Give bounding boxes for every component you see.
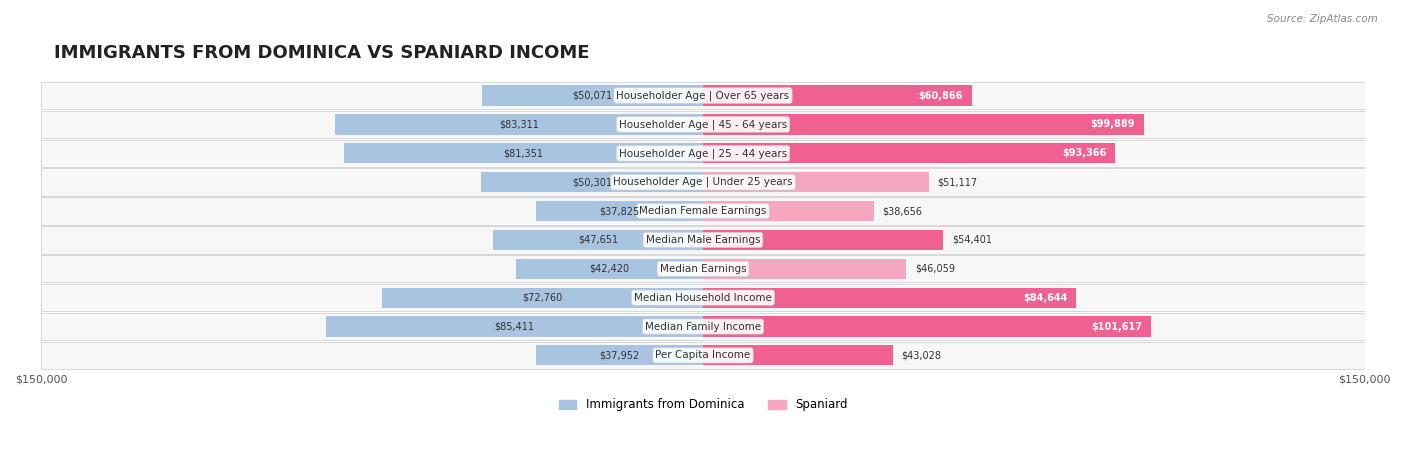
Text: $51,117: $51,117 xyxy=(938,177,977,187)
Bar xyxy=(344,143,703,163)
Bar xyxy=(41,169,1365,196)
Text: $101,617: $101,617 xyxy=(1091,321,1143,332)
Bar xyxy=(41,313,1365,340)
Bar xyxy=(703,143,1115,163)
Bar xyxy=(41,111,1365,138)
Bar xyxy=(703,259,907,279)
Bar xyxy=(41,82,1365,109)
Bar xyxy=(703,230,943,250)
Text: $37,952: $37,952 xyxy=(599,350,640,361)
Text: $81,351: $81,351 xyxy=(503,149,544,158)
Bar xyxy=(41,342,1365,369)
Bar xyxy=(703,85,972,106)
Text: $99,889: $99,889 xyxy=(1091,120,1135,129)
Bar xyxy=(703,201,873,221)
Bar xyxy=(703,172,928,192)
Bar xyxy=(41,140,1365,167)
Bar xyxy=(336,114,703,134)
Text: $93,366: $93,366 xyxy=(1062,149,1107,158)
Bar xyxy=(41,198,1365,225)
Bar xyxy=(703,345,893,366)
Text: $83,311: $83,311 xyxy=(499,120,538,129)
Text: $50,071: $50,071 xyxy=(572,91,613,100)
Text: Householder Age | 45 - 64 years: Householder Age | 45 - 64 years xyxy=(619,119,787,130)
Text: Householder Age | Under 25 years: Householder Age | Under 25 years xyxy=(613,177,793,187)
Bar xyxy=(536,201,703,221)
Bar xyxy=(41,284,1365,311)
Legend: Immigrants from Dominica, Spaniard: Immigrants from Dominica, Spaniard xyxy=(554,393,852,416)
Text: $42,420: $42,420 xyxy=(589,264,630,274)
Text: $54,401: $54,401 xyxy=(952,235,991,245)
Text: Median Household Income: Median Household Income xyxy=(634,293,772,303)
Text: $46,059: $46,059 xyxy=(915,264,955,274)
Text: Per Capita Income: Per Capita Income xyxy=(655,350,751,361)
Text: $43,028: $43,028 xyxy=(901,350,942,361)
Text: Median Earnings: Median Earnings xyxy=(659,264,747,274)
Text: $50,301: $50,301 xyxy=(572,177,612,187)
Text: $60,866: $60,866 xyxy=(918,91,963,100)
Text: $72,760: $72,760 xyxy=(523,293,562,303)
Text: Median Male Earnings: Median Male Earnings xyxy=(645,235,761,245)
Bar xyxy=(41,255,1365,283)
Bar xyxy=(492,230,703,250)
Text: $47,651: $47,651 xyxy=(578,235,619,245)
Bar xyxy=(703,114,1143,134)
Text: Source: ZipAtlas.com: Source: ZipAtlas.com xyxy=(1267,14,1378,24)
Text: $84,644: $84,644 xyxy=(1024,293,1067,303)
Text: Median Family Income: Median Family Income xyxy=(645,321,761,332)
Text: $85,411: $85,411 xyxy=(495,321,534,332)
Bar xyxy=(481,172,703,192)
Bar xyxy=(326,317,703,337)
Text: Median Female Earnings: Median Female Earnings xyxy=(640,206,766,216)
Bar xyxy=(536,345,703,366)
Bar xyxy=(382,288,703,308)
Bar xyxy=(41,226,1365,254)
Bar xyxy=(703,288,1077,308)
Bar xyxy=(703,317,1152,337)
Bar xyxy=(482,85,703,106)
Text: IMMIGRANTS FROM DOMINICA VS SPANIARD INCOME: IMMIGRANTS FROM DOMINICA VS SPANIARD INC… xyxy=(55,44,591,62)
Text: Householder Age | Over 65 years: Householder Age | Over 65 years xyxy=(616,90,790,101)
Text: $38,656: $38,656 xyxy=(883,206,922,216)
Bar xyxy=(516,259,703,279)
Text: Householder Age | 25 - 44 years: Householder Age | 25 - 44 years xyxy=(619,148,787,158)
Text: $37,825: $37,825 xyxy=(599,206,640,216)
